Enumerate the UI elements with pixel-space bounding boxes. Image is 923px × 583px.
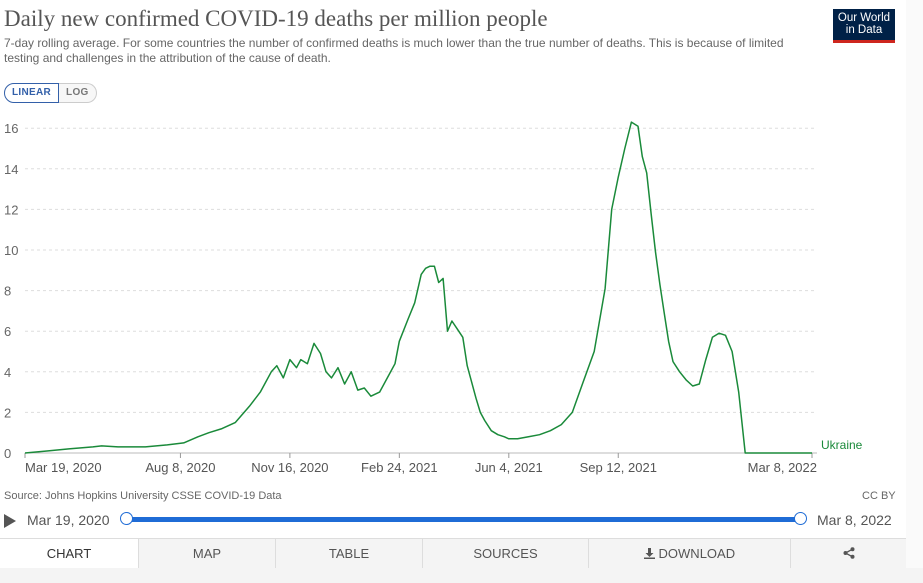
x-tick-label: Sep 12, 2021 xyxy=(580,460,657,475)
tab-table[interactable]: TABLE xyxy=(275,539,422,569)
owid-logo[interactable]: Our World in Data xyxy=(833,9,895,43)
chart-subtitle: 7-day rolling average. For some countrie… xyxy=(4,36,784,65)
y-tick-label: 2 xyxy=(4,405,11,420)
scale-toggle: LINEAR LOG xyxy=(4,83,97,103)
series-line-ukraine[interactable] xyxy=(24,121,812,454)
bottom-strip xyxy=(0,568,923,583)
download-label: DOWNLOAD xyxy=(658,546,736,561)
tab-bar: CHART MAP TABLE SOURCES DOWNLOAD xyxy=(0,538,906,569)
x-axis-ticks: Mar 19, 2020 Aug 8, 2020 Nov 16, 2020 Feb 2… xyxy=(24,453,817,475)
logo-line-1: Our World xyxy=(837,12,891,24)
grid-lines xyxy=(25,127,817,454)
download-icon xyxy=(643,546,659,561)
tab-chart[interactable]: CHART xyxy=(0,539,138,569)
chart-title: Daily new confirmed COVID-19 deaths per … xyxy=(4,6,548,31)
tab-sources[interactable]: SOURCES xyxy=(422,539,588,569)
y-tick-label: 4 xyxy=(4,365,11,380)
timeline-end-handle[interactable] xyxy=(794,512,807,525)
y-tick-label: 0 xyxy=(4,446,11,461)
source-note[interactable]: Source: Johns Hopkins University CSSE CO… xyxy=(4,490,282,502)
y-tick-label: 16 xyxy=(4,121,18,136)
x-tick-label: Aug 8, 2020 xyxy=(145,460,215,475)
x-tick-label: Mar 8, 2022 xyxy=(748,460,817,475)
tab-map[interactable]: MAP xyxy=(138,539,275,569)
x-tick-label: Mar 19, 2020 xyxy=(25,460,102,475)
series-group: Ukraine xyxy=(24,121,863,454)
side-strip xyxy=(906,0,923,583)
timeline-start-label: Mar 19, 2020 xyxy=(27,512,110,528)
share-icon xyxy=(843,546,855,561)
timeline-start-handle[interactable] xyxy=(120,512,133,525)
timeline-track[interactable] xyxy=(126,517,800,522)
timeline: Mar 19, 2020 Mar 8, 2022 xyxy=(0,508,906,534)
series-label: Ukraine xyxy=(821,438,863,452)
x-tick-label: Feb 24, 2021 xyxy=(361,460,438,475)
y-tick-label: 12 xyxy=(4,202,18,217)
y-tick-label: 10 xyxy=(4,243,18,258)
play-icon[interactable] xyxy=(4,514,16,528)
timeline-end-label: Mar 8, 2022 xyxy=(817,512,892,528)
tab-download[interactable]: DOWNLOAD xyxy=(588,539,790,569)
y-tick-label: 6 xyxy=(4,324,11,339)
license-link[interactable]: CC BY xyxy=(862,490,896,502)
y-tick-label: 8 xyxy=(4,284,11,299)
x-tick-label: Nov 16, 2020 xyxy=(251,460,328,475)
x-tick-label: Jun 4, 2021 xyxy=(475,460,543,475)
linear-scale-button[interactable]: LINEAR xyxy=(4,83,60,103)
line-chart: 0 2 4 6 8 10 12 14 16 Mar 19, 2020 Aug 8, 2020 Nov… xyxy=(4,121,863,475)
y-axis-ticks: 0 2 4 6 8 10 12 14 16 xyxy=(4,121,18,461)
y-tick-label: 14 xyxy=(4,162,18,177)
tab-share[interactable] xyxy=(790,539,906,569)
log-scale-button[interactable]: LOG xyxy=(59,83,97,103)
logo-line-2: in Data xyxy=(845,24,883,36)
